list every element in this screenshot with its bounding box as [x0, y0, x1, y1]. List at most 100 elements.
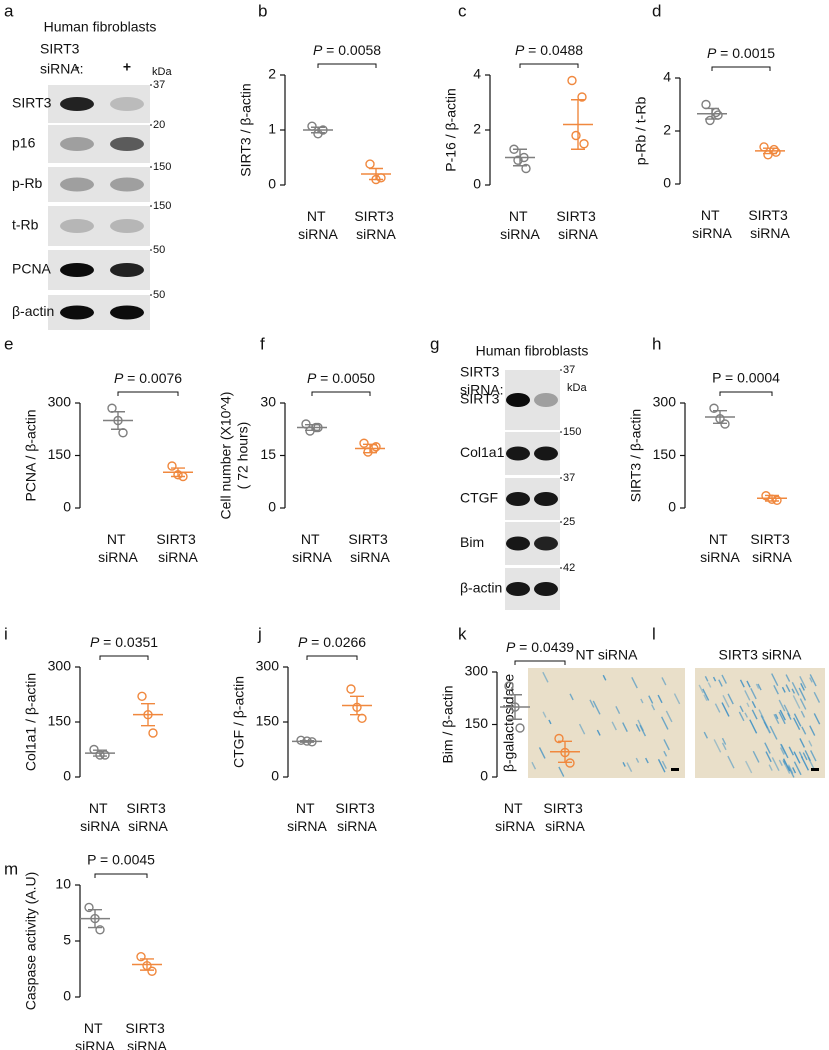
decoration: [110, 137, 144, 151]
image-label: SIRT3 siRNA: [719, 647, 803, 663]
y-tick-label: 0: [663, 175, 671, 191]
marker-label: 20: [153, 119, 165, 131]
decoration: [712, 676, 717, 682]
data-point: [371, 442, 381, 452]
error-bar: [140, 958, 154, 971]
decoration: [657, 694, 663, 704]
panel-letter: d: [652, 1, 661, 20]
decoration: [611, 721, 617, 731]
data-point: [577, 92, 587, 102]
significance-bracket: [311, 391, 371, 396]
decoration: [809, 677, 813, 683]
error-bar: [93, 749, 107, 757]
panel-letter: b: [258, 1, 267, 20]
data-point: [359, 438, 369, 448]
decoration: [800, 710, 806, 718]
decoration: [801, 726, 807, 735]
decoration: [110, 97, 144, 111]
decoration: [798, 687, 807, 701]
decoration: [534, 393, 558, 407]
y-axis-label: Col1a1 / β-actin: [23, 673, 39, 771]
marker-label: 25: [563, 516, 575, 528]
decoration: [779, 709, 786, 721]
decoration: [809, 674, 817, 687]
decoration: [640, 698, 644, 704]
condition-label: siRNA:: [40, 61, 84, 77]
decoration: [635, 723, 641, 732]
p-value: P = 0.0045: [87, 852, 155, 868]
y-axis-label: ( 72 hours): [235, 422, 251, 490]
decoration: [792, 767, 797, 774]
x-tick-label: SIRT3 siRNA: [125, 1020, 168, 1050]
significance-bracket: [94, 873, 148, 878]
error-bar: [111, 411, 125, 430]
row-label: SIRT3: [460, 391, 500, 407]
decoration: [542, 671, 549, 683]
decoration: [757, 683, 762, 691]
decoration: [622, 722, 628, 732]
decoration: [602, 674, 607, 681]
y-tick-label: 15: [260, 446, 276, 462]
decoration: [793, 717, 801, 731]
y-tick-label: 300: [653, 394, 677, 410]
decoration: [110, 263, 144, 277]
decoration: [782, 760, 791, 774]
decoration: [506, 393, 530, 407]
x-tick-label: SIRT3 siRNA: [748, 207, 791, 241]
panel-letter: f: [260, 334, 265, 353]
y-tick-label: 4: [473, 66, 481, 82]
decoration: [569, 693, 574, 701]
decoration: [727, 693, 734, 705]
significance-bracket: [519, 63, 579, 68]
decoration: [787, 764, 794, 774]
significance-bracket: [117, 391, 179, 396]
data-point: [357, 713, 367, 724]
error-bar: [508, 694, 522, 720]
decoration: [592, 700, 601, 715]
data-point: [376, 173, 386, 183]
decoration: [738, 711, 745, 722]
decoration: [758, 709, 765, 719]
decoration: [771, 757, 780, 771]
decoration: [110, 219, 144, 233]
decoration: [714, 703, 721, 713]
row-label: p16: [12, 135, 36, 151]
decoration: [703, 694, 708, 701]
y-axis-label: SIRT3 / β-actin: [628, 409, 644, 502]
image-ylabel: β-galactosidase: [501, 674, 517, 773]
decoration: [739, 679, 745, 688]
decoration: [791, 688, 796, 694]
p-value: P = 0.0351: [90, 634, 158, 650]
decoration: [780, 744, 789, 759]
x-tick-label: SIRT3 siRNA: [354, 208, 397, 242]
decoration: [769, 725, 778, 740]
x-tick-label: SIRT3 siRNA: [156, 531, 199, 565]
decoration: [810, 750, 817, 762]
decoration: [721, 702, 730, 717]
marker-label: 37: [563, 364, 575, 376]
error-bar: [369, 167, 383, 181]
decoration: [788, 746, 794, 756]
error-bar: [141, 702, 155, 727]
p-value: P = 0.0439: [506, 639, 574, 655]
data-point: [137, 691, 147, 702]
panel-letter: g: [430, 334, 439, 353]
error-bar: [705, 107, 719, 120]
panel-letter: k: [458, 624, 467, 643]
marker-label: 150: [563, 426, 581, 438]
data-point: [513, 155, 523, 165]
decoration: [744, 690, 751, 701]
data-point: [148, 728, 158, 738]
y-tick-label: 0: [268, 499, 276, 515]
data-point: [521, 163, 531, 174]
decoration: [773, 684, 779, 695]
decoration: [773, 713, 780, 725]
panel-letter: a: [4, 1, 14, 20]
decoration: [60, 263, 94, 277]
y-tick-label: 300: [48, 658, 72, 674]
decoration: [60, 219, 94, 233]
p-value: P = 0.0004: [712, 370, 780, 386]
decoration: [722, 695, 730, 708]
y-tick-label: 0: [63, 768, 71, 784]
decoration: [771, 673, 779, 686]
